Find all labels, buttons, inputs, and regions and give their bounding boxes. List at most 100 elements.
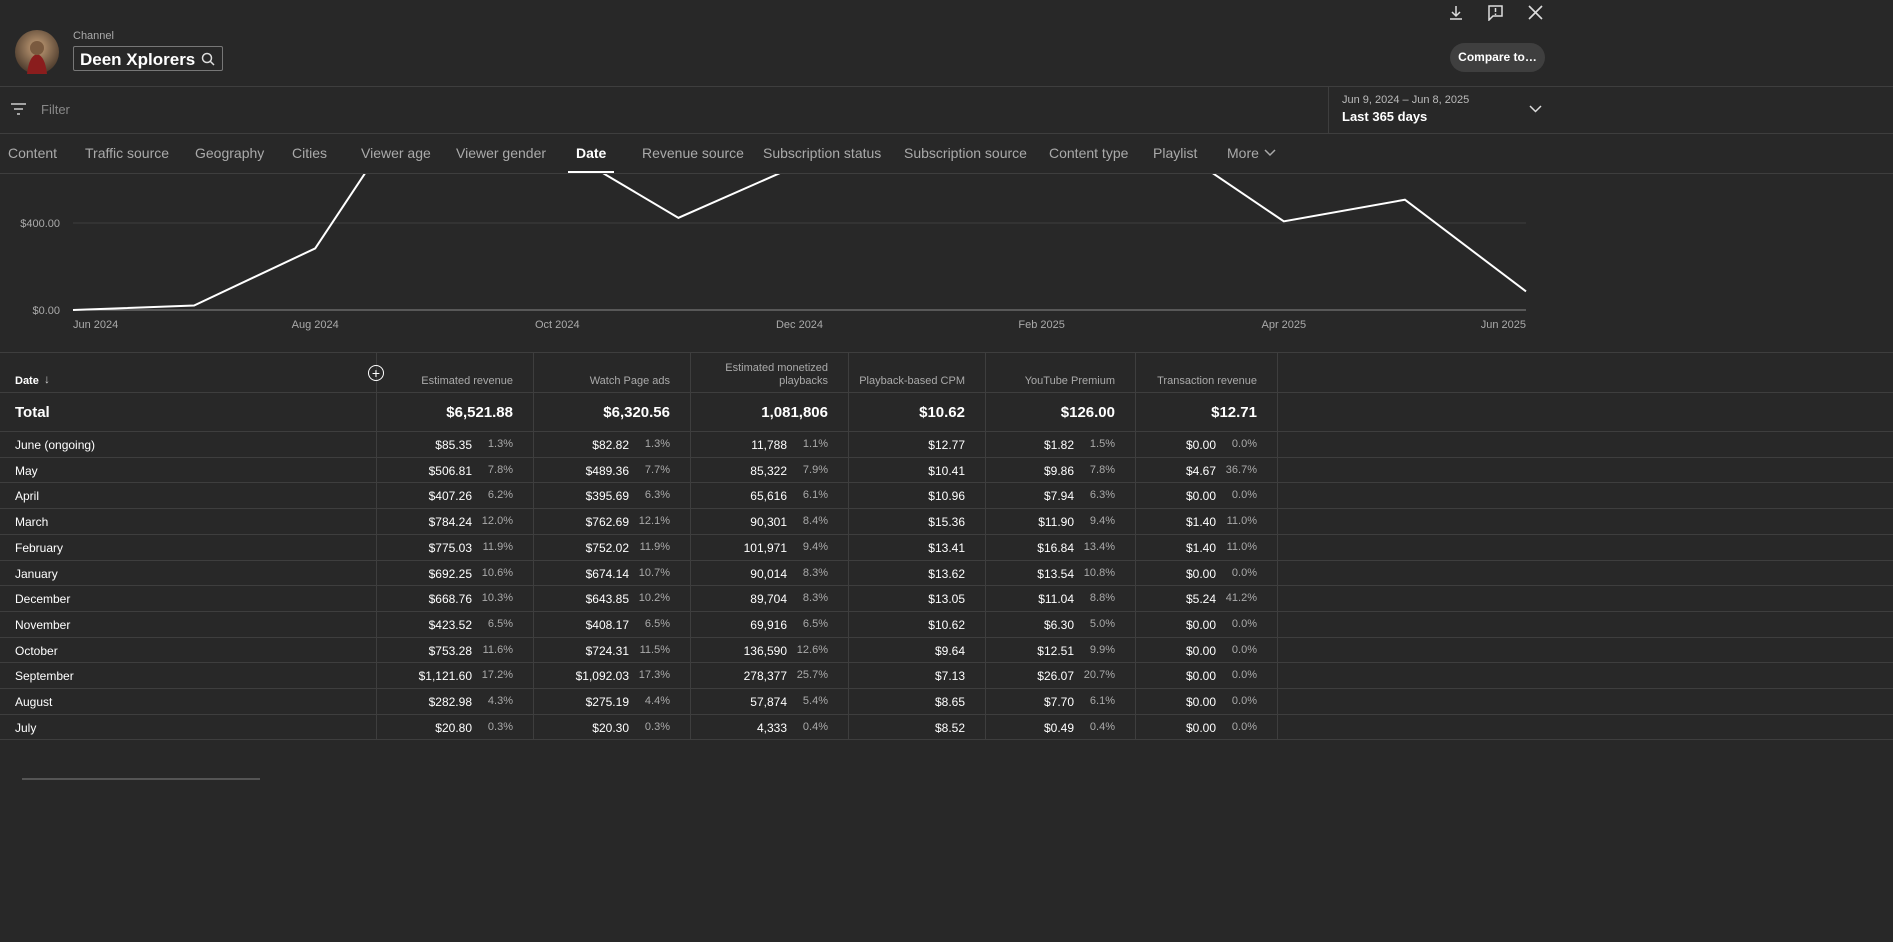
cell-percent: 25.7% [796,669,828,682]
channel-name: Deen Xplorers [80,50,196,69]
cell-value: $11.90 [1038,515,1074,530]
total-value: $6,521.88 [446,404,513,421]
cell-percent: 5.0% [1089,617,1115,630]
download-icon[interactable] [1448,5,1464,21]
row-label: August [15,695,53,709]
cell-percent: 0.3% [487,720,513,733]
tab[interactable]: Date [576,145,607,161]
cell-percent: 6.3% [644,489,670,502]
tab[interactable]: Subscription status [763,145,882,161]
cell-value: $1.82 [1043,438,1074,452]
tab[interactable]: Playlist [1153,145,1198,161]
cell-percent: 0.0% [1231,489,1257,502]
row-border [0,559,1893,561]
cell-value: 89,704 [750,592,787,607]
row-border [0,610,1893,612]
filter-icon[interactable] [11,103,27,115]
feedback-icon[interactable] [1487,4,1504,21]
x-tick-label: Apr 2025 [1262,319,1307,331]
tab[interactable]: Subscription source [904,145,1027,161]
column-border [376,352,377,740]
cell-value: $775.03 [428,540,472,555]
column-header[interactable]: Transaction revenue [1157,375,1257,387]
column-header[interactable]: Playback-based CPM [859,375,965,387]
cell-percent: 11.6% [482,643,513,656]
tab[interactable]: Viewer age [361,145,431,161]
tab[interactable]: Cities [292,145,328,161]
row-label: June (ongoing) [15,438,96,452]
column-header[interactable]: Watch Page ads [589,375,670,387]
cell-value: 278,377 [743,669,787,684]
tab[interactable]: More [1227,145,1259,161]
column-header[interactable]: Estimated monetized playbacks [725,362,828,387]
cell-percent: 11.9% [639,540,670,553]
cell-value: $0.00 [1185,720,1216,735]
tab[interactable]: Geography [195,145,265,161]
cell-value: $395.69 [585,489,629,504]
cell-value: $13.41 [928,540,965,555]
channel-avatar[interactable] [15,30,59,74]
cell-percent: 0.0% [1231,617,1257,630]
date-dropdown-icon[interactable] [1529,105,1542,113]
cell-percent: 0.3% [644,720,670,733]
channel-search[interactable]: Deen Xplorers [73,46,223,71]
total-label: Total [15,404,50,421]
cell-value: $26.07 [1037,669,1074,684]
cell-value: $643.85 [585,592,629,607]
compare-button[interactable]: Compare to… [1450,43,1545,72]
cell-value: $674.14 [585,566,629,581]
cell-value: $724.31 [585,643,629,658]
row-border [0,662,1893,664]
x-tick-label: Jun 2024 [73,319,118,331]
y-tick-label: $400.00 [20,218,60,230]
tab[interactable]: Traffic source [85,145,170,161]
total-value: $10.62 [919,404,965,421]
cell-percent: 0.0% [1231,669,1257,682]
channel-label: Channel [73,30,114,42]
cell-value: $506.81 [428,463,472,478]
tab[interactable]: Viewer gender [456,145,547,161]
cell-percent: 11.9% [482,540,513,553]
filter-input[interactable]: Filter [41,102,70,117]
scrollbar [22,778,260,780]
column-border [690,352,691,740]
cell-percent: 1.3% [644,438,670,450]
cell-percent: 7.9% [802,463,828,476]
tab[interactable]: Content type [1049,145,1129,161]
cell-value: $0.00 [1185,617,1216,632]
column-header[interactable]: YouTube Premium [1024,375,1115,387]
column-border [848,352,849,740]
cell-percent: 7.8% [1089,463,1115,476]
row-border [0,431,1893,432]
column-border [533,352,534,740]
date-preset[interactable]: Last 365 days [1342,109,1428,124]
cell-value: $85.35 [435,438,472,452]
x-tick-label: Aug 2024 [292,319,339,331]
divider [0,173,1893,174]
cell-percent: 10.8% [1083,566,1115,579]
cell-value: $20.80 [435,720,472,735]
tab[interactable]: Revenue source [642,145,744,161]
cell-percent: 6.5% [644,617,670,630]
tab[interactable]: Content [8,145,58,161]
cell-value: $12.77 [928,438,965,452]
cell-percent: 6.1% [1089,695,1115,707]
sort-column-header[interactable]: Date [15,375,39,387]
close-icon[interactable] [1528,5,1543,20]
date-range[interactable]: Jun 9, 2024 – Jun 8, 2025 [1342,94,1470,106]
cell-percent: 20.7% [1083,669,1115,682]
row-label: December [15,592,71,607]
cell-percent: 17.3% [638,669,670,682]
column-border [1135,352,1136,740]
cell-percent: 9.9% [1089,643,1115,656]
cell-value: $82.82 [592,438,629,452]
add-metric[interactable]: + [368,365,384,381]
cell-value: $668.76 [428,592,472,607]
cell-value: $692.25 [428,566,472,581]
row-label: November [15,617,71,632]
cell-value: $7.13 [934,669,965,684]
cell-value: 101,971 [743,540,787,555]
cell-percent: 6.2% [487,489,513,502]
cell-percent: 8.8% [1089,592,1115,605]
column-header[interactable]: Estimated revenue [421,375,513,387]
